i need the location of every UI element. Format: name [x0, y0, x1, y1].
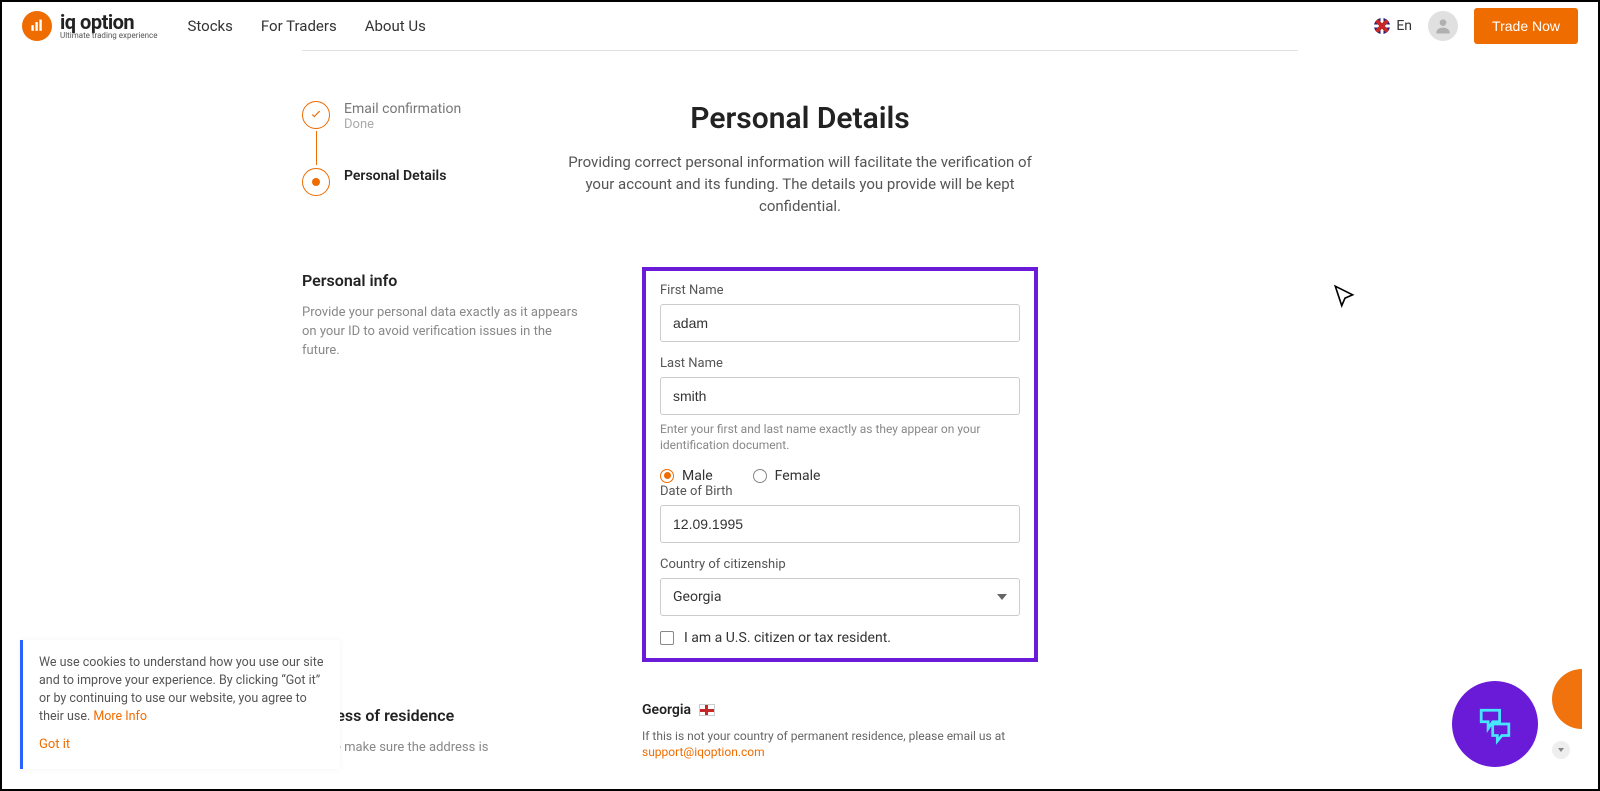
name-hint: Enter your first and last name exactly a… — [660, 421, 1020, 453]
page-description: Providing correct personal information w… — [560, 152, 1040, 217]
nav-for-traders[interactable]: For Traders — [261, 17, 337, 35]
step1-title: Email confirmation — [344, 101, 461, 117]
gender-female-label: Female — [775, 468, 821, 484]
flag-uk-icon — [1374, 18, 1390, 34]
chat-button[interactable] — [1452, 681, 1538, 767]
header: iq option Ultimate trading experience St… — [2, 2, 1598, 50]
avatar[interactable] — [1428, 11, 1458, 41]
scroll-down-button[interactable] — [1552, 741, 1570, 759]
language-selector[interactable]: En — [1374, 18, 1412, 34]
support-email-link[interactable]: support@iqoption.com — [642, 745, 765, 759]
cookie-more-link[interactable]: More Info — [93, 709, 147, 724]
cookie-gotit-button[interactable]: Got it — [39, 736, 324, 755]
address-heading: Address of residence — [302, 706, 582, 725]
gender-male[interactable]: Male — [660, 468, 713, 484]
step1-sub: Done — [344, 117, 461, 132]
header-right: En Trade Now — [1374, 8, 1578, 44]
residence-country: Georgia — [642, 702, 691, 718]
gender-group: Male Female — [660, 468, 1020, 484]
step-email-confirmation: Email confirmation Done — [302, 101, 461, 132]
first-name-input[interactable] — [660, 304, 1020, 342]
brand-tagline: Ultimate trading experience — [60, 32, 157, 40]
address-intro: Address of residence Please make sure th… — [302, 702, 582, 762]
gender-female[interactable]: Female — [753, 468, 821, 484]
checkbox-icon — [660, 631, 674, 645]
personal-info-intro: Personal info Provide your personal data… — [302, 267, 582, 661]
first-name-label: First Name — [660, 283, 1020, 298]
step-personal-details: Personal Details — [302, 168, 461, 196]
logo-icon — [22, 11, 52, 41]
address-block: Georgia If this is not your country of p… — [642, 702, 1038, 762]
personal-info-desc: Provide your personal data exactly as it… — [302, 304, 582, 361]
address-desc: Please make sure the address is — [302, 739, 582, 758]
main-nav: Stocks For Traders About Us — [187, 17, 425, 35]
logo[interactable]: iq option Ultimate trading experience — [22, 11, 157, 41]
step2-title: Personal Details — [344, 168, 446, 184]
personal-details-form: First Name Last Name Enter your first an… — [642, 267, 1038, 661]
nav-stocks[interactable]: Stocks — [187, 17, 232, 35]
address-note: If this is not your country of permanent… — [642, 729, 1005, 743]
last-name-input[interactable] — [660, 377, 1020, 415]
content: Email confirmation Done Personal Details… — [302, 50, 1298, 761]
us-citizen-checkbox[interactable]: I am a U.S. citizen or tax resident. — [660, 630, 1020, 646]
gender-male-label: Male — [682, 468, 713, 484]
us-citizen-label: I am a U.S. citizen or tax resident. — [684, 630, 891, 646]
step-active-icon — [302, 168, 330, 196]
stepper: Email confirmation Done Personal Details — [302, 101, 461, 196]
citizenship-select[interactable]: Georgia — [660, 578, 1020, 616]
nav-about[interactable]: About Us — [365, 17, 426, 35]
radio-checked-icon — [660, 469, 674, 483]
language-label: En — [1396, 18, 1412, 34]
citizenship-label: Country of citizenship — [660, 557, 1020, 572]
citizenship-value: Georgia — [673, 589, 721, 605]
trade-now-button[interactable]: Trade Now — [1474, 8, 1578, 44]
dob-label: Date of Birth — [660, 484, 1020, 499]
chevron-down-icon — [997, 594, 1007, 600]
personal-info-heading: Personal info — [302, 271, 582, 290]
last-name-label: Last Name — [660, 356, 1020, 371]
radio-unchecked-icon — [753, 469, 767, 483]
dob-input[interactable] — [660, 505, 1020, 543]
cookie-text: We use cookies to understand how you use… — [39, 655, 323, 724]
cookie-banner: We use cookies to understand how you use… — [20, 640, 340, 769]
scroll-top-button[interactable] — [1552, 669, 1582, 729]
cursor-icon — [1332, 284, 1358, 314]
step-done-icon — [302, 101, 330, 129]
logo-text: iq option Ultimate trading experience — [60, 12, 157, 40]
brand-name: iq option — [60, 12, 157, 32]
flag-georgia-icon — [699, 704, 715, 716]
